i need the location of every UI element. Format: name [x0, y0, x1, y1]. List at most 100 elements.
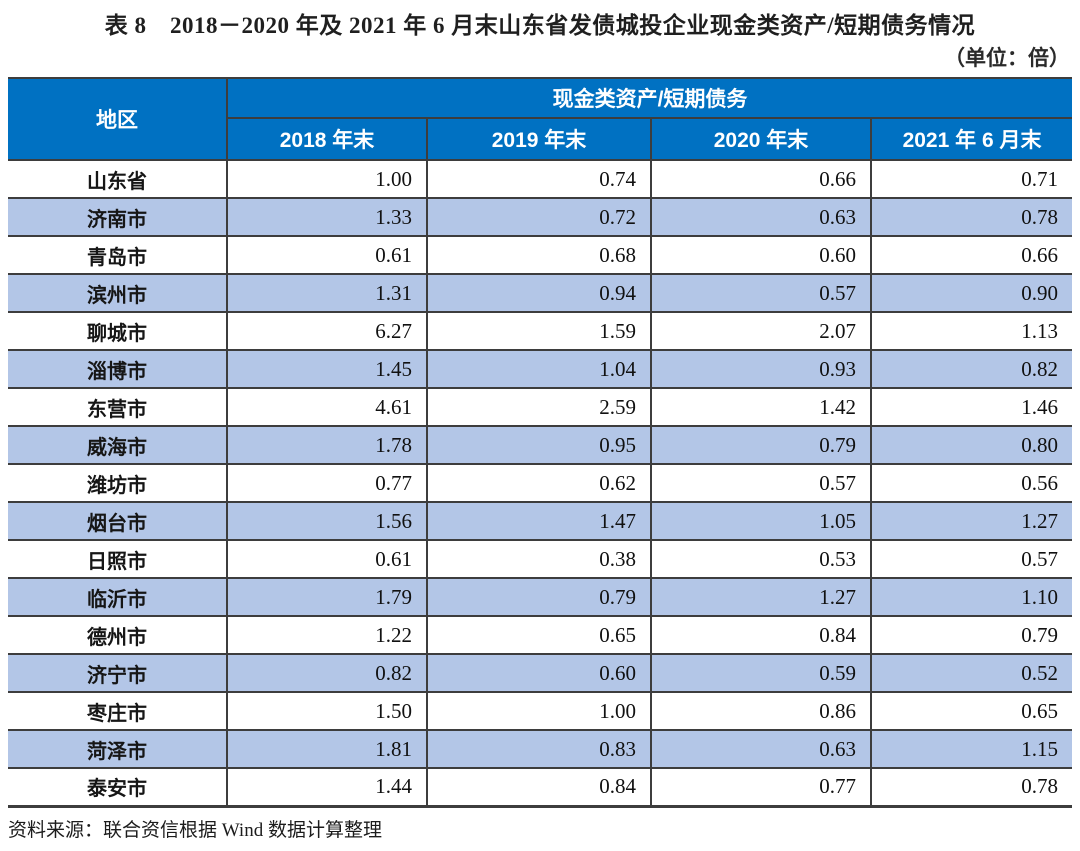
region-cell: 济南市	[87, 208, 147, 231]
value-cell: 1.78	[226, 426, 427, 464]
region-cell: 淄博市	[87, 360, 147, 383]
value-cell: 0.79	[650, 426, 871, 464]
column-header-period: 2021 年 6 月末	[869, 118, 1073, 160]
value-cell: 0.79	[426, 578, 651, 616]
column-header-period: 2019 年末	[426, 118, 651, 160]
value-cell: 1.46	[869, 388, 1073, 426]
header-row-periods: 2018 年末 2019 年末 2020 年末 2021 年 6 月末	[8, 118, 1073, 160]
value-cell: 0.79	[869, 616, 1073, 654]
table-body: 山东省 1.00 0.74 0.66 0.71 济南市 1.33 0.72 0.63 0.78 青岛…	[8, 160, 1073, 806]
value-cell: 0.82	[226, 654, 427, 692]
value-cell: 1.22	[226, 616, 427, 654]
table-row: 山东省 1.00 0.74 0.66 0.71	[8, 160, 1073, 198]
table-row: 淄博市 1.45 1.04 0.93 0.82	[8, 350, 1073, 388]
region-cell: 烟台市	[87, 512, 147, 535]
unit-note: （单位：倍）	[944, 46, 1070, 70]
column-header-region: 地区	[8, 78, 228, 160]
region-cell: 潍坊市	[87, 474, 147, 497]
value-cell: 0.63	[650, 198, 871, 236]
region-cell: 青岛市	[87, 246, 147, 269]
column-header-period: 2020 年末	[650, 118, 871, 160]
table-row: 枣庄市 1.50 1.00 0.86 0.65	[8, 692, 1073, 730]
value-cell: 0.86	[650, 692, 871, 730]
header-row-group: 地区 现金类资产/短期债务	[8, 78, 1073, 160]
value-cell: 1.15	[869, 730, 1073, 768]
value-cell: 1.50	[226, 692, 427, 730]
value-cell: 0.66	[869, 236, 1073, 274]
value-cell: 0.38	[426, 540, 651, 578]
value-cell: 0.56	[869, 464, 1073, 502]
value-cell: 2.59	[426, 388, 651, 426]
value-cell: 1.59	[426, 312, 651, 350]
value-cell: 0.71	[869, 160, 1073, 198]
table-header: 地区 现金类资产/短期债务 2018 年末 2019 年末 2020 年末 2021 …	[8, 78, 1073, 160]
region-cell: 德州市	[87, 626, 147, 649]
value-cell: 0.94	[426, 274, 651, 312]
table-row: 威海市 1.78 0.95 0.79 0.80	[8, 426, 1073, 464]
region-cell: 枣庄市	[87, 702, 147, 725]
value-cell: 0.77	[226, 464, 427, 502]
value-cell: 1.47	[426, 502, 651, 540]
value-cell: 1.27	[650, 578, 871, 616]
value-cell: 1.00	[226, 160, 427, 198]
table-row: 东营市 4.61 2.59 1.42 1.46	[8, 388, 1073, 426]
value-cell: 1.42	[650, 388, 871, 426]
region-cell: 威海市	[87, 436, 147, 459]
value-cell: 0.60	[650, 236, 871, 274]
value-cell: 0.57	[869, 540, 1073, 578]
value-cell: 0.65	[426, 616, 651, 654]
value-cell: 0.78	[869, 198, 1073, 236]
table-row: 青岛市 0.61 0.68 0.60 0.66	[8, 236, 1073, 274]
table-row: 泰安市 1.44 0.84 0.77 0.78	[8, 768, 1073, 806]
source-note: 资料来源：联合资信根据 Wind 数据计算整理	[8, 819, 382, 841]
region-cell: 济宁市	[87, 664, 147, 687]
value-cell: 0.93	[650, 350, 871, 388]
table-row: 烟台市 1.56 1.47 1.05 1.27	[8, 502, 1073, 540]
value-cell: 0.82	[869, 350, 1073, 388]
table-row: 潍坊市 0.77 0.62 0.57 0.56	[8, 464, 1073, 502]
value-cell: 0.77	[650, 768, 871, 806]
value-cell: 0.57	[650, 274, 871, 312]
value-cell: 0.53	[650, 540, 871, 578]
column-group-header: 现金类资产/短期债务	[227, 78, 1073, 118]
table-row: 临沂市 1.79 0.79 1.27 1.10	[8, 578, 1073, 616]
value-cell: 1.56	[226, 502, 427, 540]
value-cell: 1.13	[869, 312, 1073, 350]
value-cell: 0.84	[650, 616, 871, 654]
value-cell: 1.45	[226, 350, 427, 388]
value-cell: 1.79	[226, 578, 427, 616]
table-row: 济宁市 0.82 0.60 0.59 0.52	[8, 654, 1073, 692]
table-title: 表 8 2018－2020 年及 2021 年 6 月末山东省发债城投企业现金类…	[104, 13, 976, 38]
value-cell: 0.57	[650, 464, 871, 502]
value-cell: 1.31	[226, 274, 427, 312]
value-cell: 4.61	[226, 388, 427, 426]
region-cell: 聊城市	[87, 322, 147, 345]
table-row: 济南市 1.33 0.72 0.63 0.78	[8, 198, 1073, 236]
value-cell: 0.62	[426, 464, 651, 502]
table-row: 日照市 0.61 0.38 0.53 0.57	[8, 540, 1073, 578]
value-cell: 6.27	[226, 312, 427, 350]
value-cell: 0.52	[869, 654, 1073, 692]
value-cell: 0.63	[650, 730, 871, 768]
value-cell: 0.90	[869, 274, 1073, 312]
region-cell: 日照市	[87, 550, 147, 573]
value-cell: 2.07	[650, 312, 871, 350]
value-cell: 0.95	[426, 426, 651, 464]
value-cell: 0.83	[426, 730, 651, 768]
table-row: 菏泽市 1.81 0.83 0.63 1.15	[8, 730, 1073, 768]
table-row: 聊城市 6.27 1.59 2.07 1.13	[8, 312, 1073, 350]
value-cell: 0.60	[426, 654, 651, 692]
value-cell: 0.66	[650, 160, 871, 198]
region-cell: 临沂市	[87, 588, 147, 611]
value-cell: 1.33	[226, 198, 427, 236]
value-cell: 0.65	[869, 692, 1073, 730]
value-cell: 1.05	[650, 502, 871, 540]
value-cell: 0.59	[650, 654, 871, 692]
value-cell: 0.61	[226, 236, 427, 274]
value-cell: 1.81	[226, 730, 427, 768]
region-cell: 滨州市	[87, 284, 147, 307]
value-cell: 0.80	[869, 426, 1073, 464]
value-cell: 0.78	[869, 768, 1073, 806]
table-row: 滨州市 1.31 0.94 0.57 0.90	[8, 274, 1073, 312]
